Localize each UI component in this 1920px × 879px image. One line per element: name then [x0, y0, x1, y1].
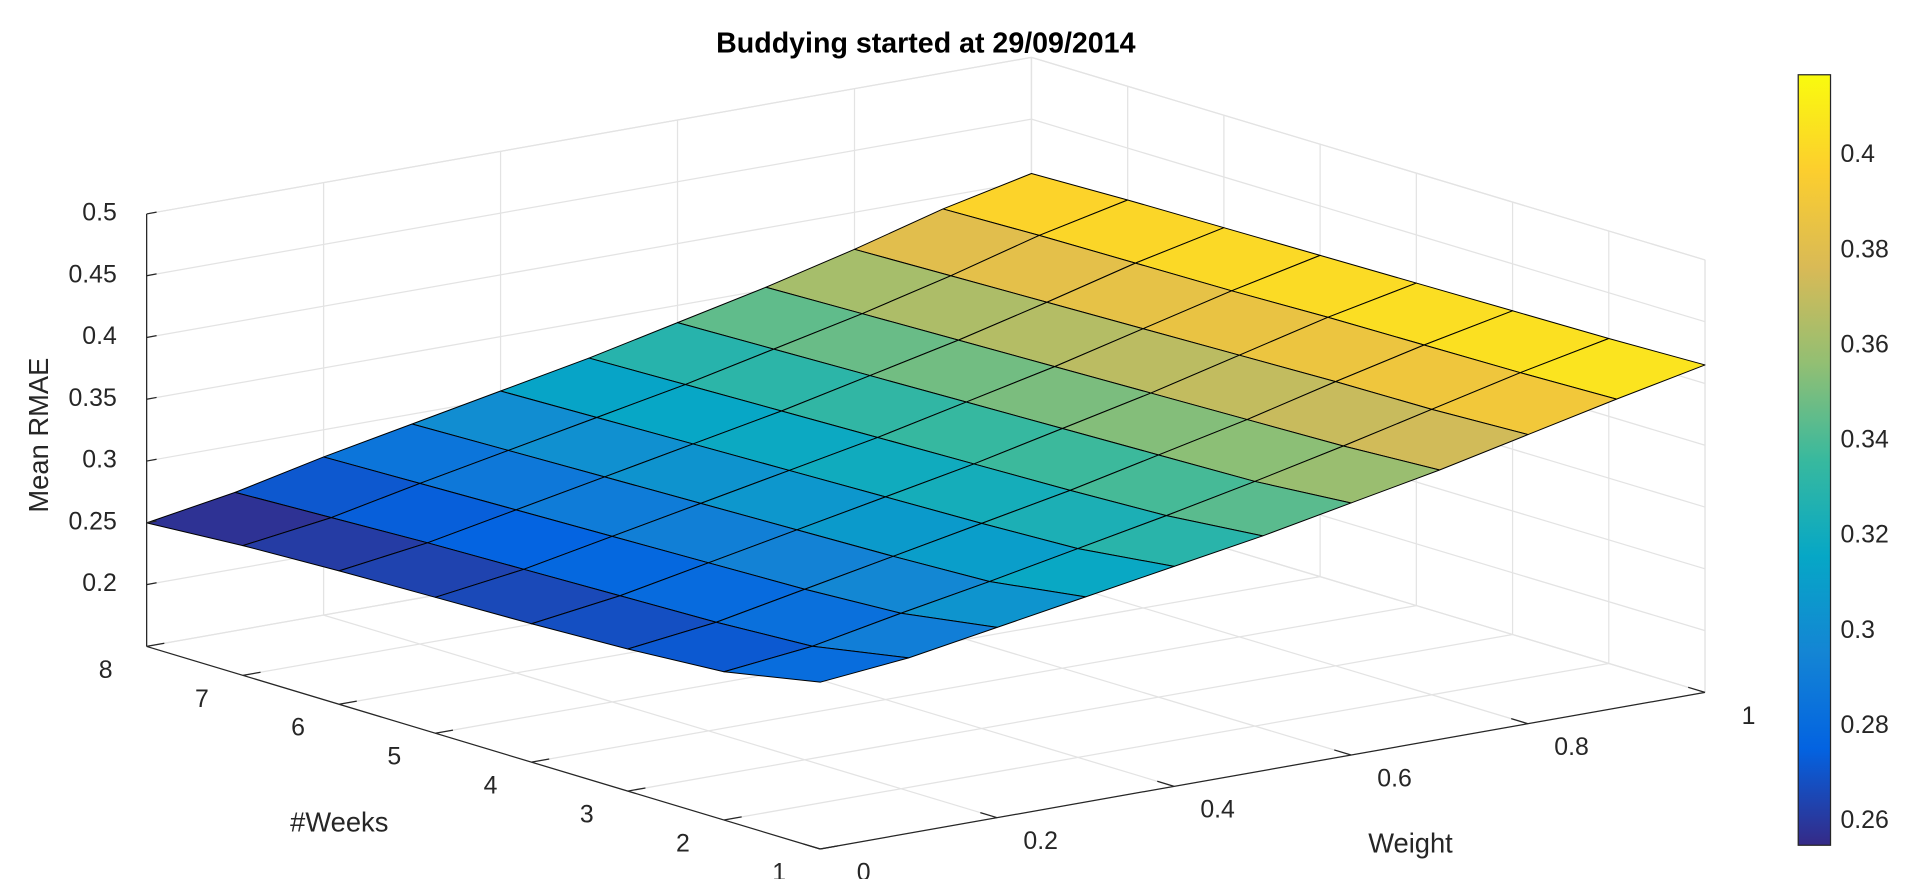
z-tick: [146, 396, 157, 400]
x-tick: [1687, 686, 1706, 693]
x-tick: [803, 843, 821, 850]
x-tick: [1157, 780, 1175, 787]
z-tick-label: 0.25: [68, 508, 116, 535]
grid-line: [723, 662, 1609, 821]
x-tick-label: 1: [1742, 703, 1756, 730]
x-tick: [1511, 718, 1529, 725]
colorbar-tick-label: 0.36: [1840, 331, 1888, 358]
grid-line: [627, 633, 1513, 792]
y-tick: [338, 700, 357, 705]
z-axis-label: Mean RMAE: [23, 358, 54, 513]
z-tick-label: 0.3: [82, 447, 117, 474]
y-tick: [820, 845, 838, 850]
colorbar-tick-label: 0.3: [1840, 617, 1875, 644]
y-tick-label: 5: [387, 744, 401, 771]
y-tick-label: 2: [676, 830, 690, 857]
axes: 0 0.2 0.4 0.6 0.8 1 1 2 3 4 5 6 7 8 0.2 0.25 0.3 0.35 0.4 0…: [68, 141, 1889, 879]
x-tick-label: 0.8: [1554, 734, 1589, 761]
z-tick-label: 0.35: [68, 385, 116, 412]
x-tick: [980, 812, 998, 819]
z-tick: [146, 335, 157, 339]
z-tick-label: 0.4: [82, 323, 117, 350]
z-tick: [146, 211, 157, 215]
colorbar-tick-label: 0.38: [1840, 236, 1888, 263]
y-tick-label: 6: [291, 715, 305, 742]
x-tick-label: 0.2: [1023, 828, 1058, 855]
x-tick-label: 0.6: [1377, 765, 1412, 792]
z-tick: [146, 273, 157, 277]
y-tick: [146, 642, 165, 648]
y-tick-label: 3: [580, 802, 594, 829]
x-axis-label: Weight: [1368, 827, 1453, 858]
x-tick-label: 0.4: [1200, 797, 1235, 824]
colorbar-tick-label: 0.26: [1840, 807, 1888, 834]
colorbar: [1797, 74, 1832, 846]
z-tick: [146, 582, 157, 586]
x-tick: [1334, 749, 1352, 756]
grid-line: [146, 118, 1032, 277]
z-tick-label: 0.2: [82, 570, 117, 597]
y-tick: [435, 729, 454, 734]
colorbar-tick-label: 0.4: [1840, 141, 1875, 168]
z-tick-label: 0.45: [68, 261, 116, 288]
chart-title: Buddying started at 29/09/2014: [716, 27, 1135, 59]
y-tick: [242, 671, 261, 676]
box-edge: [146, 56, 1032, 215]
x-tick-label: 0: [857, 859, 871, 879]
y-tick: [627, 787, 646, 792]
surface-face: [723, 645, 910, 683]
y-tick-label: 4: [484, 773, 498, 800]
y-axis-label: #Weeks: [290, 806, 388, 837]
z-tick: [146, 458, 157, 462]
x-axis: [820, 691, 1706, 850]
y-axis: [146, 645, 821, 850]
grid-line: [1031, 118, 1706, 323]
surface: [146, 173, 1706, 683]
grid-line: [146, 180, 1032, 339]
colorbar-tick-label: 0.28: [1840, 712, 1888, 739]
colorbar-tick-label: 0.32: [1840, 522, 1888, 549]
colorbar-tick-label: 0.34: [1840, 427, 1889, 454]
y-tick: [723, 816, 742, 821]
y-tick-label: 8: [99, 657, 113, 684]
box-edge: [1031, 56, 1706, 261]
z-tick: [146, 520, 157, 524]
grid-line: [323, 614, 998, 819]
y-tick: [531, 758, 550, 763]
y-tick-label: 7: [195, 686, 209, 713]
y-tick-label: 1: [772, 859, 786, 879]
grid-line: [531, 604, 1417, 763]
z-tick-label: 0.5: [82, 200, 117, 227]
